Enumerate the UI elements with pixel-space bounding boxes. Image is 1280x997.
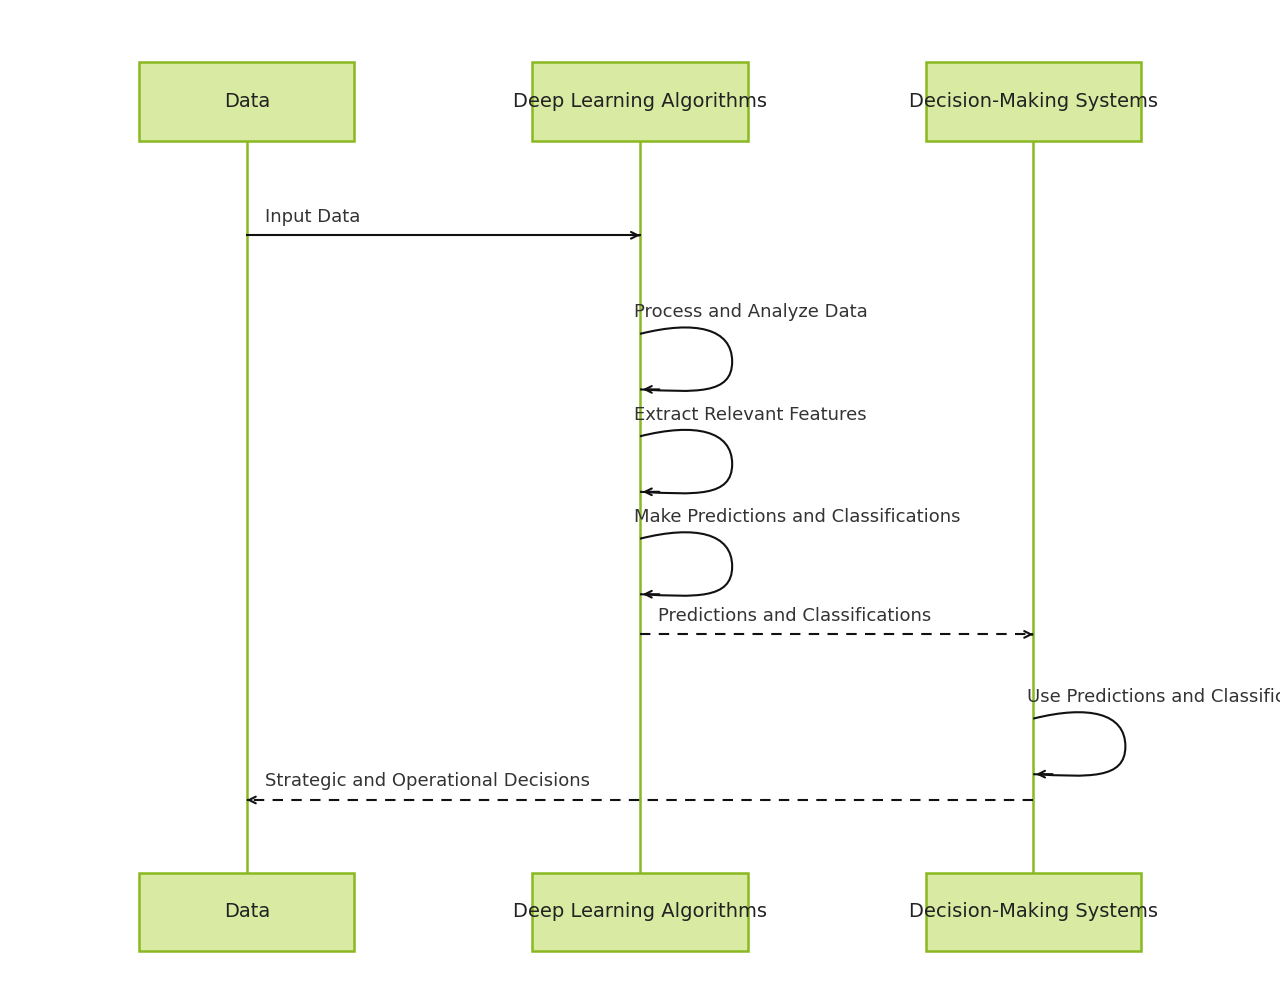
- Text: Predictions and Classifications: Predictions and Classifications: [658, 607, 932, 625]
- FancyBboxPatch shape: [532, 62, 748, 141]
- FancyBboxPatch shape: [140, 872, 355, 951]
- Text: Decision-Making Systems: Decision-Making Systems: [909, 902, 1157, 921]
- FancyBboxPatch shape: [532, 872, 748, 951]
- Text: Make Predictions and Classifications: Make Predictions and Classifications: [634, 508, 960, 526]
- Text: Data: Data: [224, 92, 270, 111]
- FancyBboxPatch shape: [140, 62, 355, 141]
- Text: Extract Relevant Features: Extract Relevant Features: [634, 406, 867, 424]
- Text: Process and Analyze Data: Process and Analyze Data: [634, 303, 868, 321]
- Text: Use Predictions and Classifications: Use Predictions and Classifications: [1027, 688, 1280, 706]
- Text: Decision-Making Systems: Decision-Making Systems: [909, 92, 1157, 111]
- FancyBboxPatch shape: [925, 872, 1140, 951]
- Text: Deep Learning Algorithms: Deep Learning Algorithms: [513, 902, 767, 921]
- Text: Strategic and Operational Decisions: Strategic and Operational Decisions: [265, 773, 590, 791]
- Text: Deep Learning Algorithms: Deep Learning Algorithms: [513, 92, 767, 111]
- Text: Data: Data: [224, 902, 270, 921]
- FancyBboxPatch shape: [925, 62, 1140, 141]
- Text: Input Data: Input Data: [265, 207, 361, 225]
